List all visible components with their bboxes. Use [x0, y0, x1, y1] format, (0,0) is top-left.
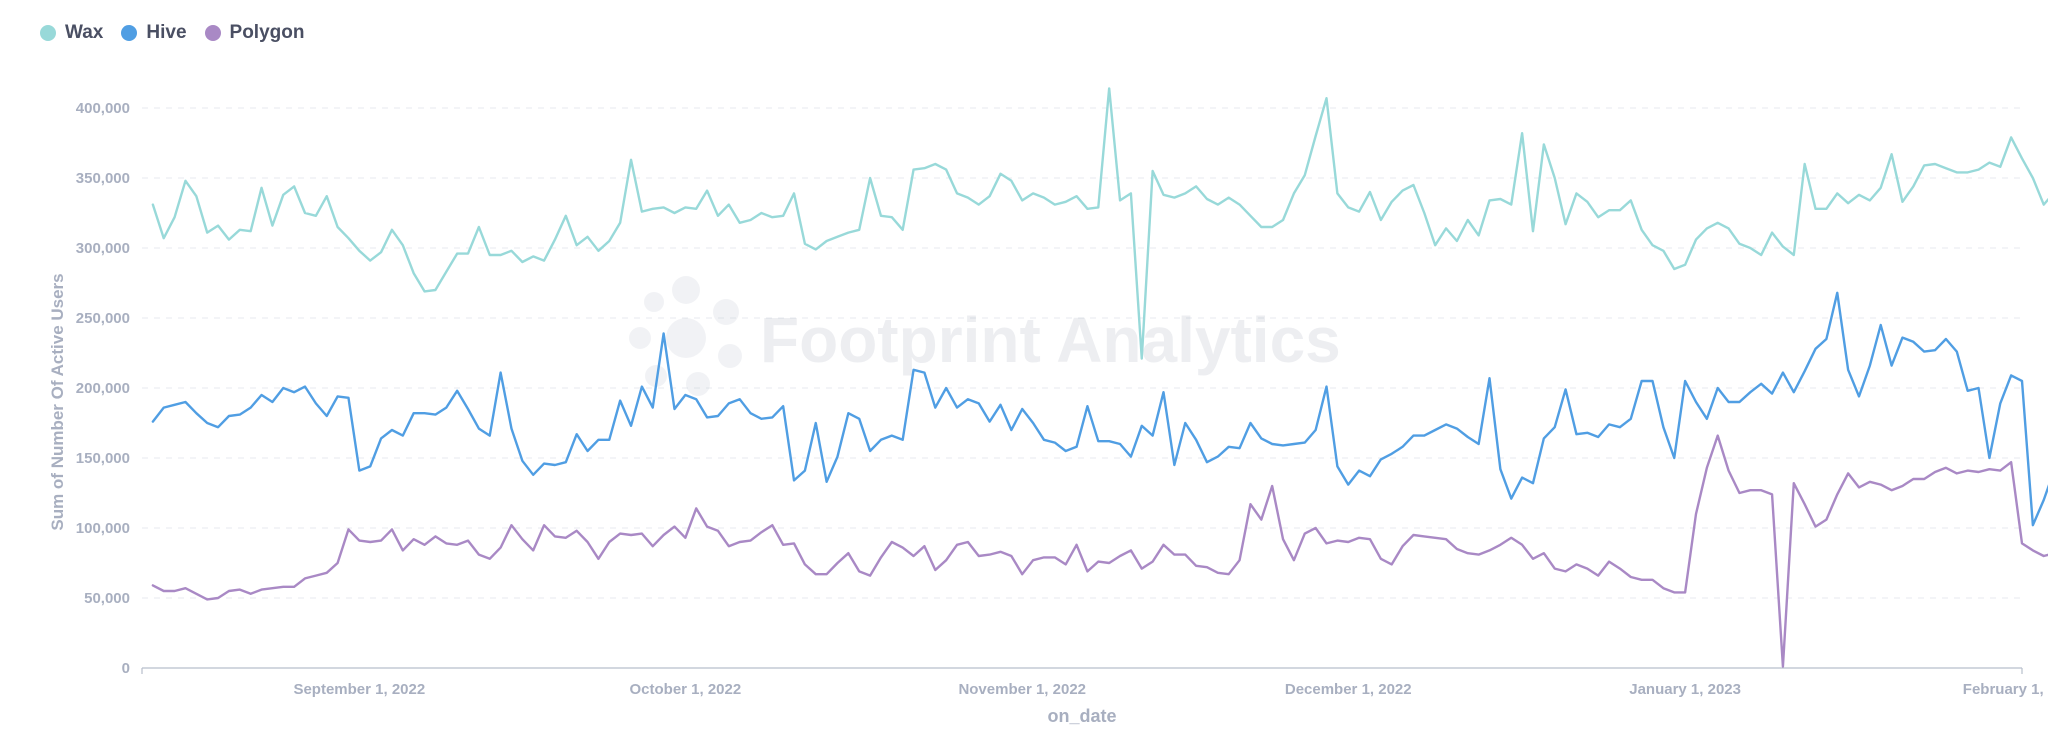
y-tick-label: 350,000	[76, 170, 130, 187]
series-lines	[151, 87, 2048, 668]
legend: Wax Hive Polygon	[40, 22, 304, 44]
legend-label-polygon: Polygon	[229, 22, 305, 43]
y-axis-title: Sum of Number Of Active Users	[48, 273, 67, 530]
legend-label-hive: Hive	[146, 22, 187, 43]
series-line-wax[interactable]	[151, 87, 2048, 360]
y-tick-label: 250,000	[76, 310, 130, 327]
watermark: Footprint Analytics	[629, 276, 1341, 396]
legend-label-wax: Wax	[65, 22, 104, 43]
footprint-logo-icon	[629, 276, 742, 396]
y-tick-label: 50,000	[84, 590, 130, 607]
y-tick-label: 300,000	[76, 240, 130, 257]
y-tick-label: 100,000	[76, 520, 130, 537]
y-tick-label: 0	[122, 660, 130, 677]
x-tick-label: October 1, 2022	[629, 681, 741, 698]
x-tick-label: December 1, 2022	[1285, 681, 1412, 698]
x-tick-label: January 1, 2023	[1629, 681, 1741, 698]
y-tick-label: 200,000	[76, 380, 130, 397]
legend-swatch-polygon	[204, 25, 221, 41]
x-tick-label: February 1, 2023	[1963, 681, 2048, 698]
watermark-text: Footprint Analytics	[760, 304, 1341, 376]
legend-swatch-wax	[40, 25, 56, 41]
gridlines	[142, 107, 2022, 599]
x-tick-label: November 1, 2022	[958, 681, 1086, 698]
y-tick-label: 400,000	[76, 100, 130, 117]
legend-item-hive[interactable]: Hive	[121, 22, 187, 44]
series-line-polygon[interactable]	[151, 434, 2048, 668]
x-tick-label: September 1, 2022	[293, 681, 425, 698]
axes: 0 50,000 100,000 150,000 200,000 250,000 300,0…	[76, 100, 2048, 698]
legend-swatch-hive	[121, 25, 138, 41]
legend-item-polygon[interactable]: Polygon	[204, 22, 305, 44]
y-tick-label: 150,000	[76, 450, 130, 467]
x-axis-title: on_date	[1047, 706, 1116, 726]
legend-item-wax[interactable]: Wax	[40, 22, 103, 44]
series-line-hive[interactable]	[151, 291, 2048, 527]
